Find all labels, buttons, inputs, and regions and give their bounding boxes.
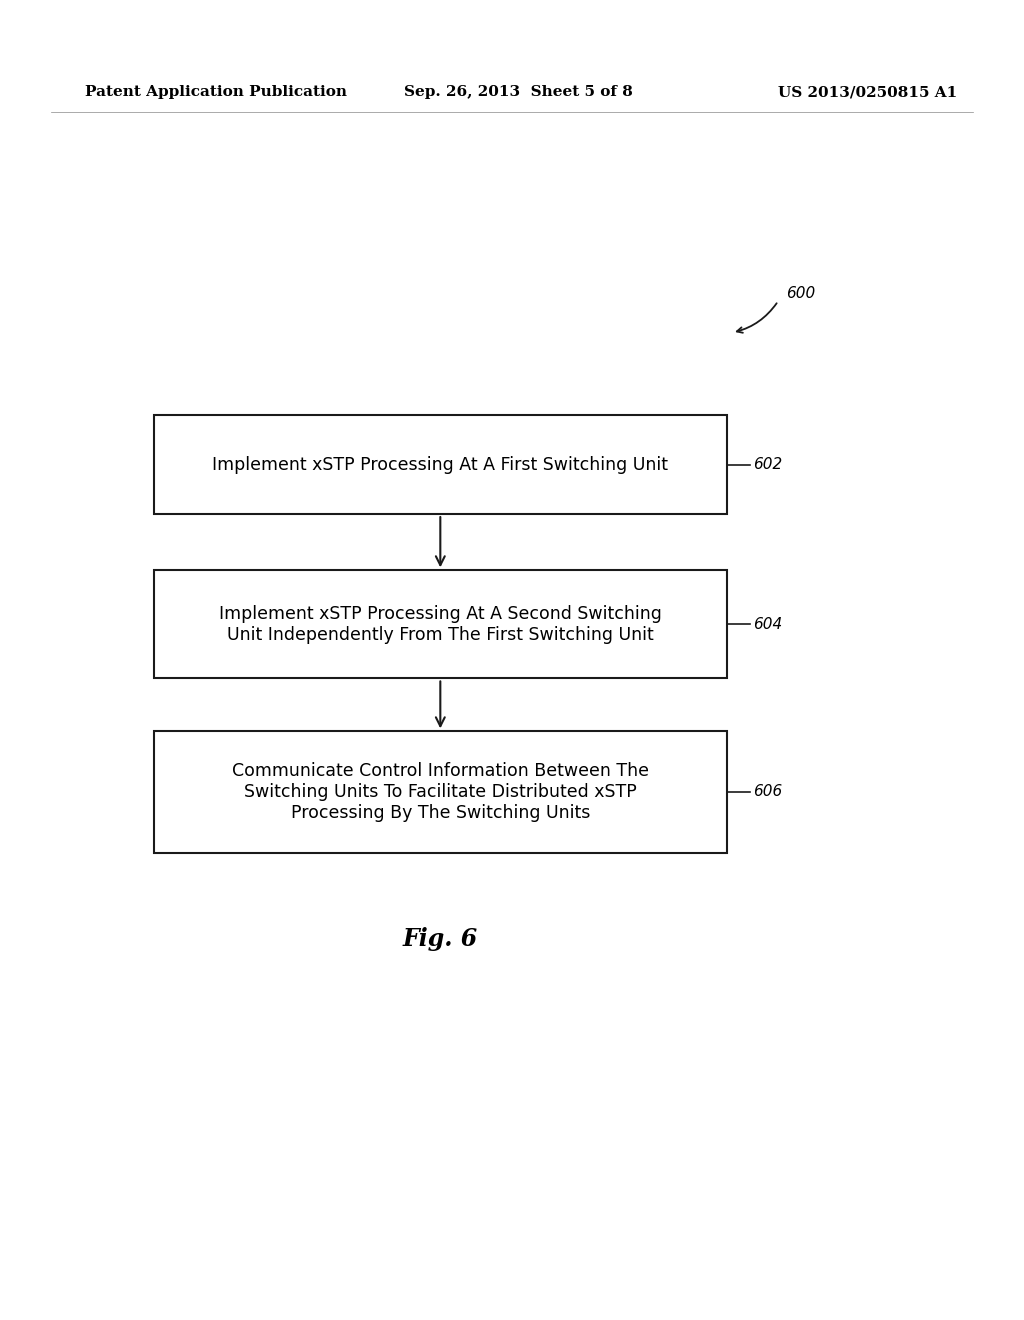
Text: US 2013/0250815 A1: US 2013/0250815 A1: [778, 86, 957, 99]
Text: Communicate Control Information Between The
Switching Units To Facilitate Distri: Communicate Control Information Between …: [231, 762, 649, 822]
Text: 606: 606: [753, 784, 782, 800]
FancyBboxPatch shape: [154, 570, 727, 678]
Text: 600: 600: [786, 285, 816, 301]
Text: Sep. 26, 2013  Sheet 5 of 8: Sep. 26, 2013 Sheet 5 of 8: [404, 86, 634, 99]
Text: Patent Application Publication: Patent Application Publication: [85, 86, 347, 99]
Text: Implement xSTP Processing At A Second Switching
Unit Independently From The Firs: Implement xSTP Processing At A Second Sw…: [219, 605, 662, 644]
Text: 604: 604: [753, 616, 782, 632]
FancyBboxPatch shape: [154, 414, 727, 513]
Text: Fig. 6: Fig. 6: [402, 927, 478, 950]
Text: 602: 602: [753, 457, 782, 473]
Text: Implement xSTP Processing At A First Switching Unit: Implement xSTP Processing At A First Swi…: [212, 455, 669, 474]
FancyBboxPatch shape: [154, 731, 727, 853]
